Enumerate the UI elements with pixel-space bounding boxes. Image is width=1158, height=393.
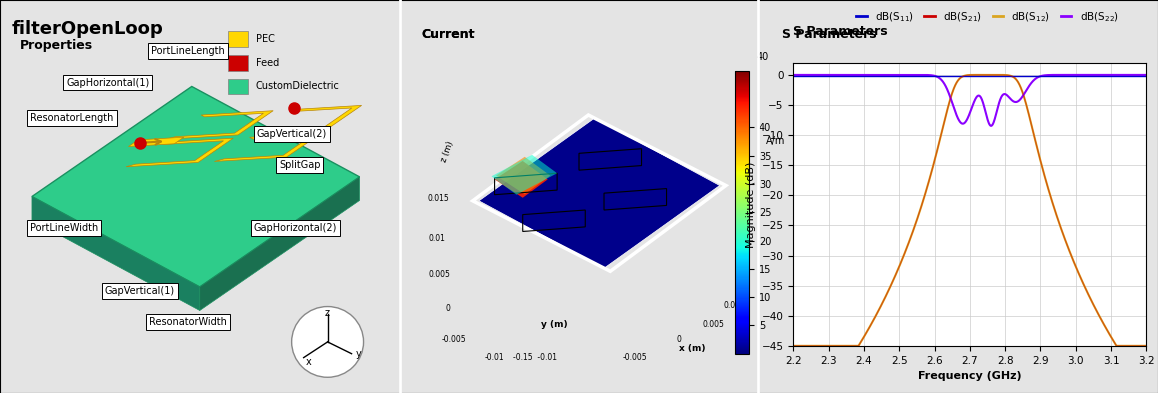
Line: dB(S$_{22}$): dB(S$_{22}$) bbox=[793, 75, 1146, 126]
dB(S$_{11}$) bbox=[929, 74, 943, 79]
dB(S$_{11}$) bbox=[941, 74, 955, 79]
dB(S$_{21}$) bbox=[1062, 248, 1076, 252]
Text: Feed: Feed bbox=[256, 58, 279, 68]
Text: 0.01: 0.01 bbox=[428, 234, 446, 242]
Text: GapHorizontal(1): GapHorizontal(1) bbox=[66, 77, 149, 88]
Text: z: z bbox=[325, 309, 330, 318]
X-axis label: Frequency (GHz): Frequency (GHz) bbox=[918, 371, 1021, 381]
FancyBboxPatch shape bbox=[228, 31, 248, 47]
Text: GapHorizontal(2): GapHorizontal(2) bbox=[254, 223, 337, 233]
Polygon shape bbox=[496, 157, 550, 194]
dB(S$_{11}$) bbox=[1028, 74, 1042, 79]
Polygon shape bbox=[199, 177, 359, 310]
Text: 0: 0 bbox=[445, 304, 450, 313]
Legend: dB(S$_{11}$), dB(S$_{21}$), dB(S$_{12}$), dB(S$_{22}$): dB(S$_{11}$), dB(S$_{21}$), dB(S$_{12}$)… bbox=[852, 6, 1123, 28]
Text: y: y bbox=[356, 349, 361, 359]
Text: ResonatorWidth: ResonatorWidth bbox=[149, 317, 227, 327]
Polygon shape bbox=[491, 155, 557, 195]
Text: SplitGap: SplitGap bbox=[279, 160, 321, 170]
dB(S$_{21}$) bbox=[786, 343, 800, 348]
Polygon shape bbox=[166, 111, 273, 139]
Text: Properties: Properties bbox=[20, 39, 93, 52]
Text: 0.005: 0.005 bbox=[703, 320, 725, 329]
Text: x (m): x (m) bbox=[679, 344, 705, 353]
Text: -0.005: -0.005 bbox=[623, 353, 647, 362]
dB(S$_{12}$) bbox=[941, 102, 955, 107]
Text: GapVertical(1): GapVertical(1) bbox=[104, 286, 175, 296]
dB(S$_{12}$) bbox=[929, 152, 943, 157]
Polygon shape bbox=[494, 161, 548, 198]
dB(S$_{22}$) bbox=[1069, 73, 1083, 77]
Text: ResonatorLength: ResonatorLength bbox=[30, 113, 113, 123]
dB(S$_{11}$) bbox=[786, 74, 800, 79]
dB(S$_{21}$) bbox=[1029, 141, 1043, 146]
Circle shape bbox=[292, 307, 364, 377]
Line: dB(S$_{12}$): dB(S$_{12}$) bbox=[793, 75, 1146, 346]
dB(S$_{12}$) bbox=[1029, 141, 1043, 146]
dB(S$_{11}$) bbox=[1062, 74, 1076, 79]
Text: z (m): z (m) bbox=[440, 140, 455, 163]
dB(S$_{22}$) bbox=[984, 123, 998, 128]
dB(S$_{21}$) bbox=[929, 152, 943, 157]
Text: 0: 0 bbox=[676, 335, 682, 344]
dB(S$_{22}$) bbox=[822, 73, 836, 77]
Polygon shape bbox=[214, 133, 322, 162]
Text: -0.15  -0.01: -0.15 -0.01 bbox=[513, 353, 557, 362]
dB(S$_{22}$) bbox=[1062, 73, 1076, 77]
FancyBboxPatch shape bbox=[228, 55, 248, 71]
dB(S$_{12}$) bbox=[786, 343, 800, 348]
Polygon shape bbox=[479, 118, 719, 268]
dB(S$_{22}$) bbox=[1029, 76, 1043, 81]
dB(S$_{21}$) bbox=[1139, 343, 1153, 348]
dB(S$_{21}$) bbox=[822, 343, 836, 348]
Y-axis label: Magnitude (dB): Magnitude (dB) bbox=[746, 161, 756, 248]
dB(S$_{12}$) bbox=[1139, 343, 1153, 348]
Text: PEC: PEC bbox=[256, 34, 274, 44]
Text: PortLineWidth: PortLineWidth bbox=[30, 223, 98, 233]
Text: A/m: A/m bbox=[765, 136, 785, 147]
Polygon shape bbox=[129, 137, 184, 147]
dB(S$_{11}$) bbox=[1139, 74, 1153, 79]
Text: filterOpenLoop: filterOpenLoop bbox=[12, 20, 163, 38]
dB(S$_{12}$) bbox=[1069, 263, 1083, 268]
dB(S$_{12}$) bbox=[822, 343, 836, 348]
dB(S$_{11}$) bbox=[1068, 74, 1082, 79]
dB(S$_{21}$) bbox=[981, 73, 995, 77]
Text: x: x bbox=[306, 356, 312, 367]
Text: S Parameters: S Parameters bbox=[793, 25, 888, 38]
Text: S Parameters: S Parameters bbox=[783, 28, 877, 40]
FancyBboxPatch shape bbox=[228, 79, 248, 94]
Text: Current: Current bbox=[422, 28, 475, 40]
dB(S$_{21}$) bbox=[1069, 263, 1083, 268]
Polygon shape bbox=[126, 138, 233, 167]
dB(S$_{21}$) bbox=[941, 102, 955, 107]
Text: -0.005: -0.005 bbox=[441, 335, 467, 344]
Polygon shape bbox=[255, 105, 361, 134]
dB(S$_{12}$) bbox=[981, 73, 995, 77]
Line: dB(S$_{21}$): dB(S$_{21}$) bbox=[793, 75, 1146, 346]
dB(S$_{22}$) bbox=[1139, 73, 1153, 77]
Text: y (m): y (m) bbox=[542, 320, 569, 329]
Polygon shape bbox=[32, 86, 359, 287]
Text: CustomDielectric: CustomDielectric bbox=[256, 81, 339, 92]
Text: -0.01: -0.01 bbox=[485, 353, 505, 362]
Text: 0.005: 0.005 bbox=[428, 270, 450, 279]
Text: 0.015: 0.015 bbox=[427, 194, 449, 203]
Text: 40: 40 bbox=[756, 52, 769, 62]
Text: Current: Current bbox=[422, 28, 475, 40]
Polygon shape bbox=[32, 196, 199, 310]
Text: GapVertical(2): GapVertical(2) bbox=[257, 129, 327, 139]
Text: 0.01: 0.01 bbox=[724, 301, 741, 310]
dB(S$_{22}$) bbox=[929, 74, 943, 79]
Text: PortLineLength: PortLineLength bbox=[151, 46, 225, 56]
dB(S$_{11}$) bbox=[822, 74, 836, 79]
dB(S$_{12}$) bbox=[1062, 248, 1076, 252]
dB(S$_{22}$) bbox=[786, 73, 800, 77]
dB(S$_{22}$) bbox=[941, 91, 955, 95]
